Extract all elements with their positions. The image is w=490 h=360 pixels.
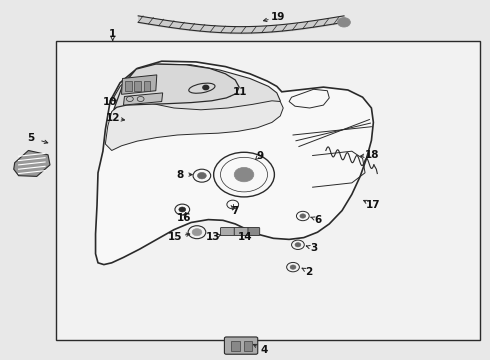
FancyBboxPatch shape	[224, 337, 258, 354]
FancyBboxPatch shape	[248, 228, 260, 235]
Text: 1: 1	[109, 29, 116, 39]
Circle shape	[192, 229, 202, 236]
Polygon shape	[14, 150, 50, 176]
Text: 5: 5	[27, 132, 34, 143]
Bar	[134, 81, 141, 91]
Polygon shape	[112, 64, 280, 120]
FancyBboxPatch shape	[234, 228, 248, 235]
Polygon shape	[105, 101, 283, 150]
Bar	[56, 41, 480, 340]
Bar	[231, 341, 240, 351]
Circle shape	[203, 85, 209, 90]
Text: 13: 13	[206, 232, 220, 242]
Polygon shape	[96, 61, 373, 265]
Text: 9: 9	[256, 150, 263, 161]
FancyBboxPatch shape	[220, 228, 235, 235]
Text: 10: 10	[103, 96, 118, 107]
Text: 3: 3	[310, 243, 317, 253]
Text: 17: 17	[366, 200, 381, 210]
Bar	[144, 81, 150, 91]
Circle shape	[295, 243, 301, 247]
Text: 14: 14	[238, 232, 252, 242]
Text: 4: 4	[261, 345, 269, 355]
Polygon shape	[123, 93, 163, 105]
Text: 2: 2	[305, 267, 312, 277]
Text: 12: 12	[105, 113, 120, 123]
Polygon shape	[122, 75, 157, 94]
Text: 18: 18	[365, 150, 380, 160]
Text: 16: 16	[176, 213, 191, 223]
Text: 15: 15	[168, 232, 183, 242]
Circle shape	[197, 172, 206, 179]
Circle shape	[338, 18, 350, 27]
Bar	[244, 341, 252, 351]
Circle shape	[234, 167, 254, 182]
Text: 19: 19	[271, 12, 286, 22]
Polygon shape	[114, 64, 239, 110]
Text: 7: 7	[231, 206, 239, 216]
Text: 6: 6	[314, 215, 321, 225]
Text: 8: 8	[177, 170, 184, 180]
Circle shape	[179, 207, 186, 212]
Circle shape	[290, 265, 296, 269]
Text: 11: 11	[233, 87, 247, 97]
Bar	[125, 81, 132, 91]
Circle shape	[300, 214, 306, 218]
